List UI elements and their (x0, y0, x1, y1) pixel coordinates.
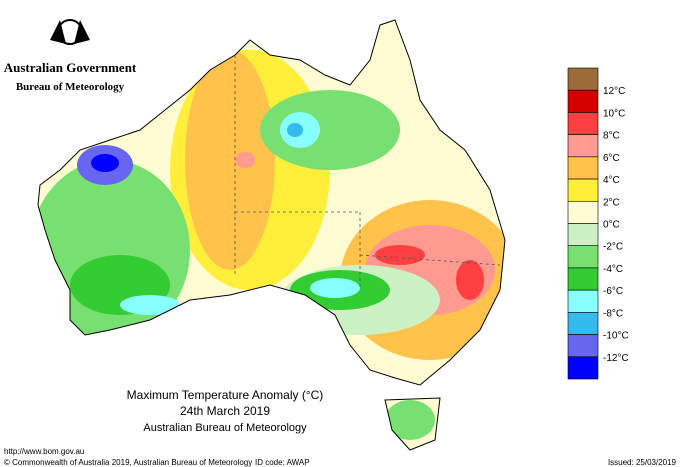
legend-label: 2°C (603, 197, 620, 208)
url[interactable]: http://www.bom.gov.au (4, 447, 84, 456)
bureau: Bureau of Meteorology (16, 81, 125, 93)
legend-label: 8°C (603, 131, 620, 142)
legend-swatch (567, 134, 599, 158)
legend-label: -8°C (603, 308, 623, 319)
legend-swatch (567, 200, 599, 224)
issued: Issued: 25/03/2019 (608, 458, 677, 467)
legend-swatch (567, 67, 599, 91)
legend-label: -4°C (603, 264, 623, 275)
legend-label: -10°C (603, 331, 629, 342)
legend-label: -12°C (603, 353, 629, 364)
legend-label: 0°C (603, 220, 620, 231)
legend-swatch (567, 89, 599, 113)
agency: Australian Government (4, 60, 137, 75)
legend-swatch (567, 334, 599, 358)
map-date: 24th March 2019 (180, 404, 270, 418)
map-source: Australian Bureau of Meteorology (143, 422, 307, 434)
legend-label: -2°C (603, 242, 623, 253)
legend-label: -6°C (603, 286, 623, 297)
legend-swatch (567, 267, 599, 291)
legend-swatch (567, 156, 599, 180)
legend-swatch (567, 312, 599, 335)
legend-label: 12°C (603, 86, 625, 97)
legend: 12°C 10°C 8°C 6°C 4°C 2°C 0°C -2°C -4°C -6°C -8°C -… (567, 67, 629, 380)
legend-swatch (567, 245, 599, 269)
legend-label: 10°C (603, 108, 625, 119)
map-title: Maximum Temperature Anomaly (°C) (127, 388, 324, 402)
copyright: © Commonwealth of Australia 2019, Austra… (4, 458, 252, 467)
legend-swatch (567, 289, 599, 313)
legend-label: 4°C (603, 175, 620, 186)
legend-swatch (567, 223, 599, 247)
legend-label: 6°C (603, 153, 620, 164)
logo (50, 19, 90, 45)
legend-swatch (567, 356, 599, 380)
legend-swatch (567, 112, 599, 135)
legend-swatch (567, 178, 599, 202)
id-code: ID code: AWAP (255, 458, 310, 467)
